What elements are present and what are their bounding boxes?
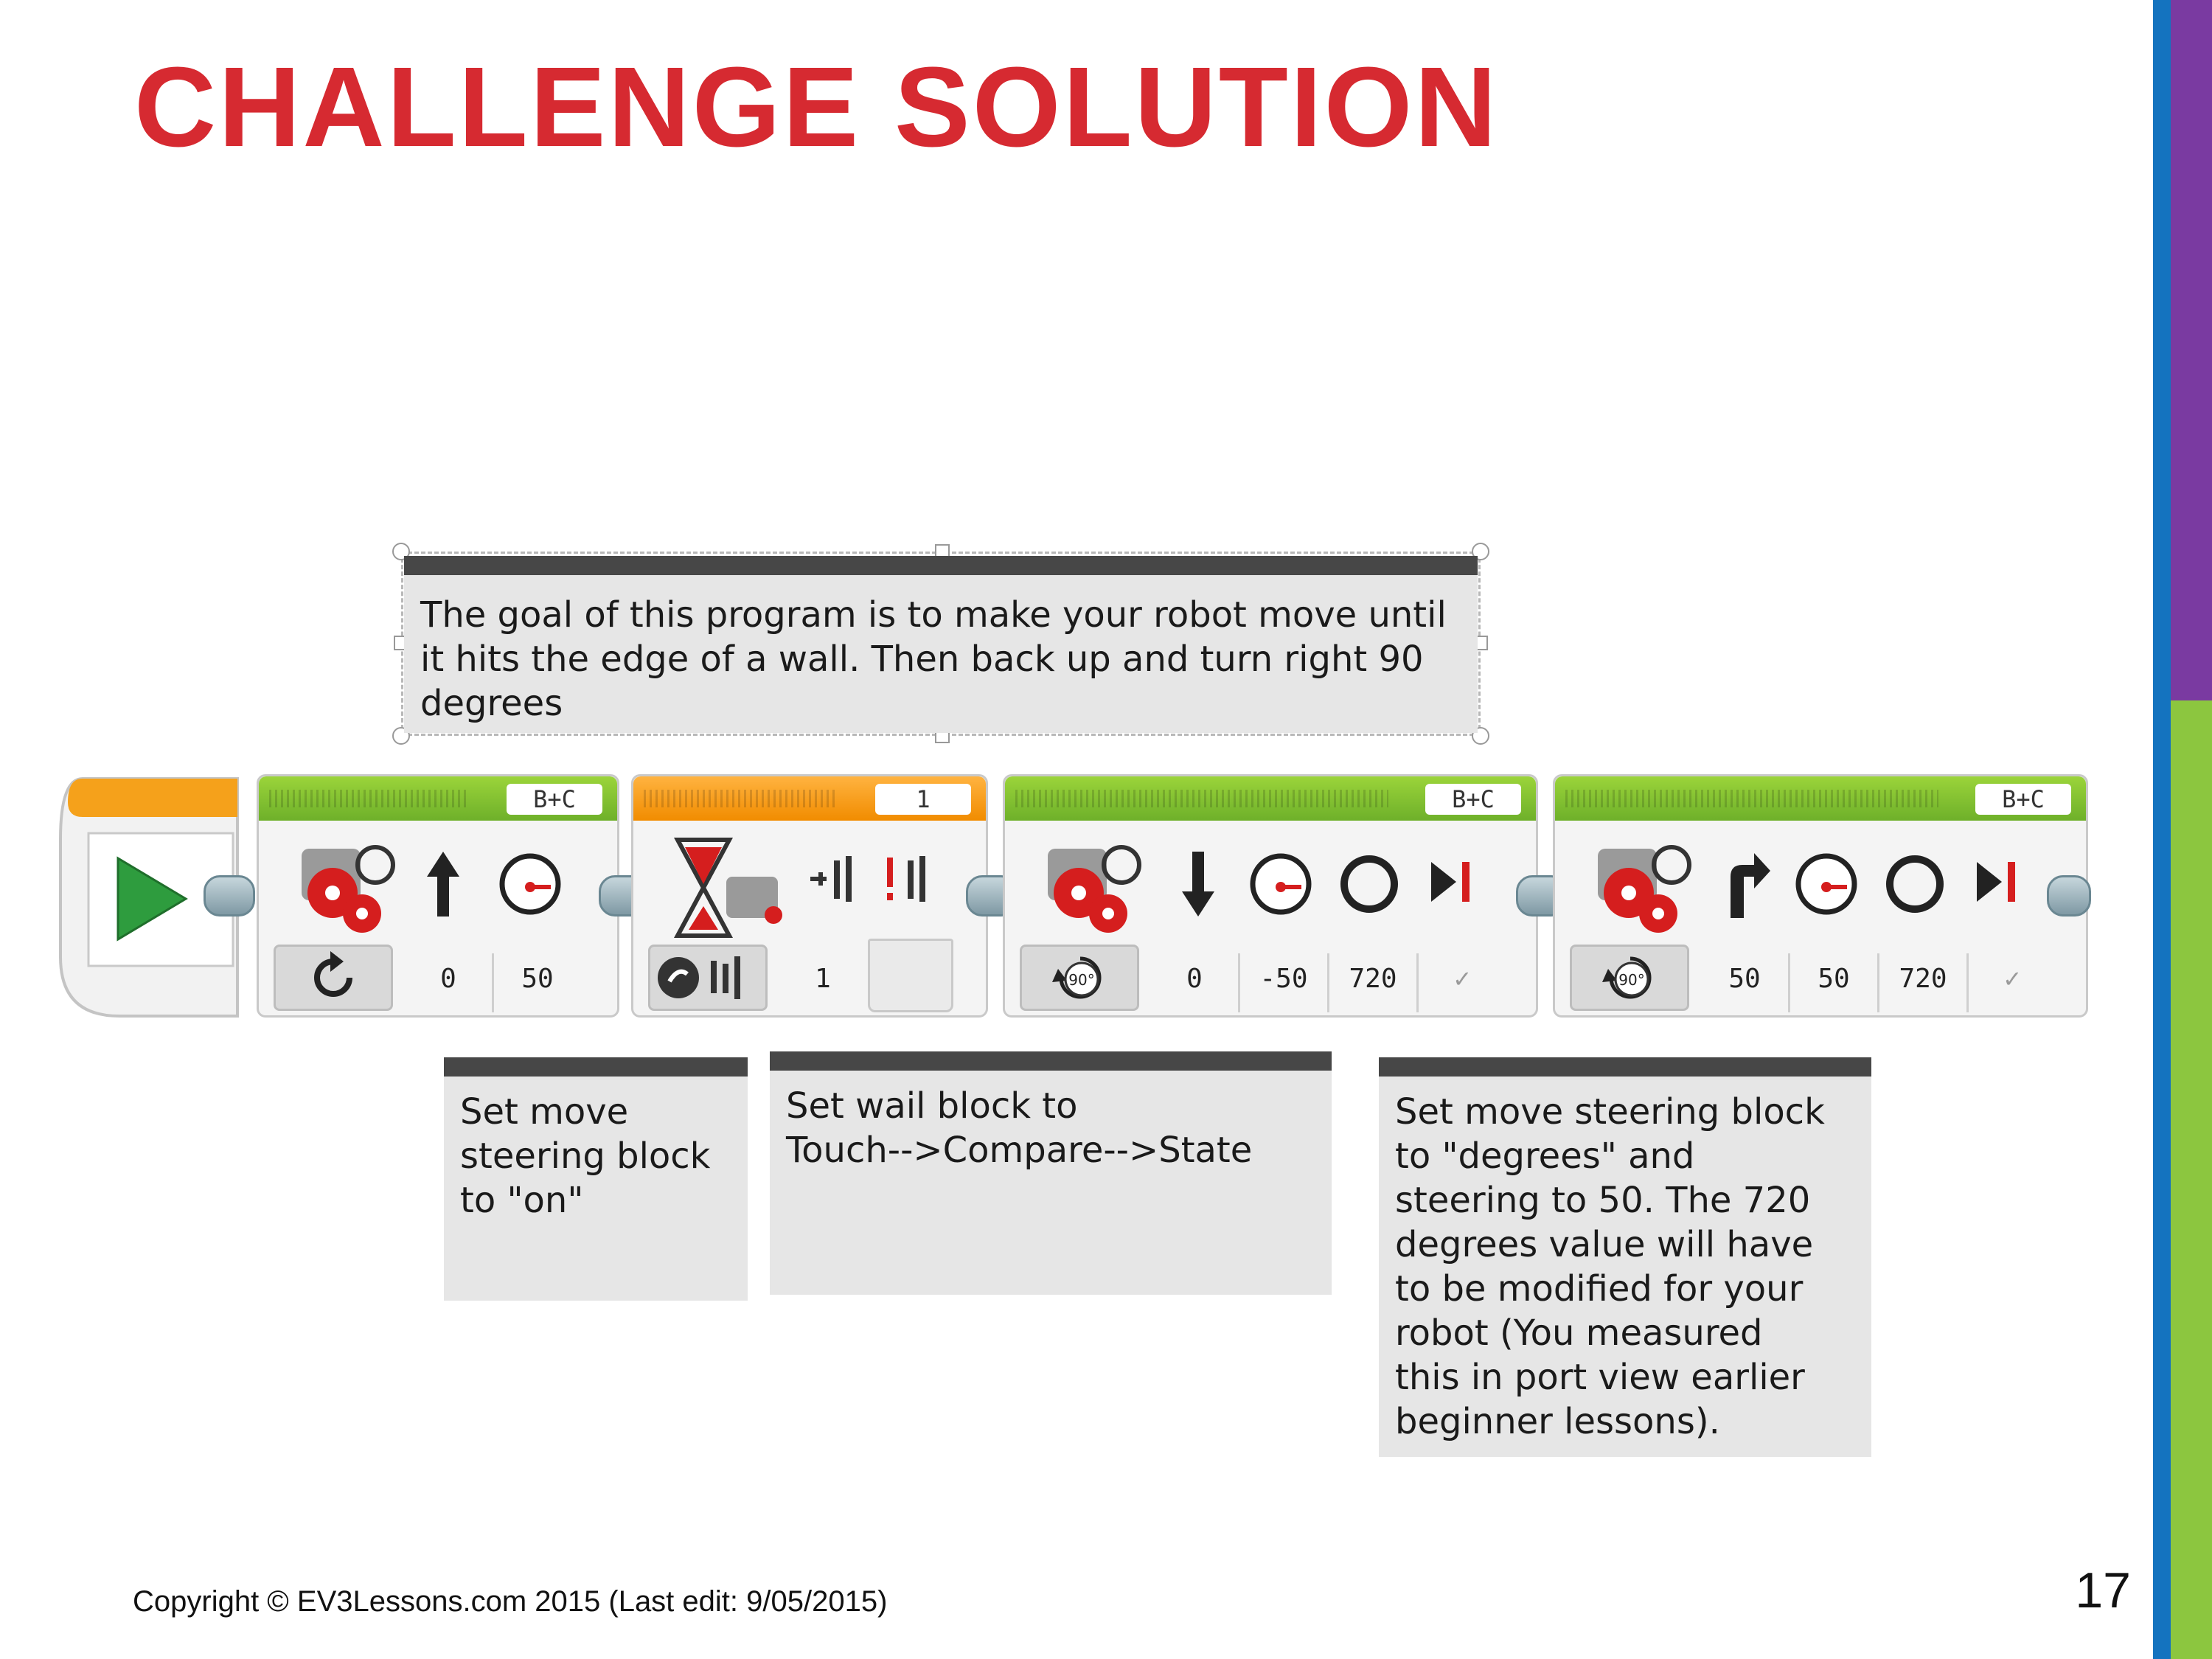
play-icon [116, 856, 188, 942]
move-steering-block-back[interactable]: B+C 90° 0 -50 720 ✓ [1003, 774, 1538, 1018]
parameter-row: 0 -50 720 ✓ [1151, 953, 1506, 1012]
mode-selector-button[interactable]: 90° [1570, 945, 1689, 1011]
comment-move-on[interactable]: Set move steering block to "on" [444, 1057, 748, 1301]
move-steering-block-turn[interactable]: B+C 90° 50 50 720 ✓ [1553, 774, 2088, 1018]
degrees-mode-icon: 90° [1602, 956, 1652, 999]
mode-selector-button[interactable] [274, 945, 393, 1011]
parameter-row: 1 [779, 953, 866, 1012]
brake-value[interactable]: ✓ [1454, 964, 1470, 994]
brake-icon [1977, 862, 2015, 902]
comment-wait[interactable]: Set wail block to Touch-->Compare-->Stat… [770, 1051, 1332, 1295]
comment-move-on-text: Set move steering block to "on" [460, 1091, 711, 1221]
parameter-row: 0 50 [405, 953, 581, 1012]
comment-move-degrees-text: Set move steering block to "degrees" and… [1395, 1091, 1825, 1442]
svg-text:90°: 90° [1068, 971, 1094, 989]
port-selector[interactable]: B+C [507, 784, 602, 815]
arrow-down-icon [1182, 852, 1214, 917]
bumped-icon [887, 856, 925, 902]
side-bar-green [2171, 700, 2212, 1659]
degrees-circle-icon [1340, 855, 1398, 913]
svg-text:90°: 90° [1618, 971, 1644, 989]
sequence-connector[interactable] [2047, 875, 2091, 917]
brake-icon [1431, 862, 1470, 902]
degrees-mode-icon: 90° [1052, 956, 1102, 999]
block-header: B+C [1005, 776, 1536, 821]
touch-compare-icon [658, 956, 740, 999]
comment-move-degrees[interactable]: Set move steering block to "degrees" and… [1379, 1057, 1871, 1457]
block-header: B+C [259, 776, 617, 821]
power-value[interactable]: -50 [1240, 953, 1329, 1012]
power-value[interactable]: 50 [1790, 953, 1879, 1012]
block-header: B+C [1555, 776, 2086, 821]
start-block[interactable] [53, 773, 245, 1022]
port-selector[interactable]: B+C [1975, 784, 2071, 815]
arrow-up-icon [427, 852, 459, 917]
state-value[interactable]: 1 [815, 964, 831, 994]
steering-value[interactable]: 0 [405, 953, 494, 1012]
on-mode-icon [314, 951, 352, 997]
move-steering-block-on[interactable]: B+C 0 50 [257, 774, 619, 1018]
mode-selector-button[interactable] [648, 945, 768, 1011]
comment-header-bar [404, 556, 1478, 575]
comment-goal-text: The goal of this program is to make your… [420, 594, 1447, 724]
comment-header-bar [770, 1051, 1332, 1071]
comment-header-bar [444, 1057, 748, 1077]
sequence-connector[interactable] [204, 875, 255, 917]
page-number: 17 [2075, 1562, 2131, 1618]
block-header: 1 [633, 776, 986, 821]
large-motor-icon [1048, 845, 1141, 933]
copyright-footer: Copyright © EV3Lessons.com 2015 (Last ed… [133, 1585, 888, 1618]
degrees-value[interactable]: 720 [1879, 953, 1969, 1012]
hourglass-touch-icon [673, 838, 782, 938]
comment-header-bar [1379, 1057, 1871, 1077]
power-gauge-icon [1250, 853, 1312, 915]
side-bar-purple [2171, 0, 2212, 700]
power-gauge-icon [1795, 853, 1857, 915]
turn-right-icon [1731, 853, 1770, 918]
large-motor-icon [302, 845, 395, 933]
start-block-shape [59, 777, 239, 1018]
large-motor-icon [1598, 845, 1691, 933]
degrees-value[interactable]: 720 [1329, 953, 1419, 1012]
wait-block-touch[interactable]: 1 1 [631, 774, 988, 1018]
comment-wait-text: Set wail block to Touch-->Compare-->Stat… [786, 1085, 1253, 1171]
steering-value[interactable]: 50 [1701, 953, 1790, 1012]
steering-value[interactable]: 0 [1151, 953, 1240, 1012]
power-value[interactable]: 50 [521, 964, 554, 994]
side-bar-blue [2153, 0, 2171, 1659]
slide-title: CHALLENGE SOLUTION [134, 44, 1499, 170]
resize-handle[interactable] [1472, 543, 1489, 560]
port-selector[interactable]: 1 [875, 784, 971, 815]
pressed-icon [810, 856, 852, 902]
output-plug[interactable] [868, 939, 953, 1012]
parameter-row: 50 50 720 ✓ [1701, 953, 2056, 1012]
brake-value[interactable]: ✓ [2004, 964, 2020, 994]
port-selector[interactable]: B+C [1425, 784, 1521, 815]
comment-goal[interactable]: The goal of this program is to make your… [404, 556, 1478, 733]
degrees-circle-icon [1886, 855, 1944, 913]
mode-selector-button[interactable]: 90° [1020, 945, 1139, 1011]
side-accent-bar [2153, 0, 2212, 1659]
power-gauge-icon [499, 853, 561, 915]
